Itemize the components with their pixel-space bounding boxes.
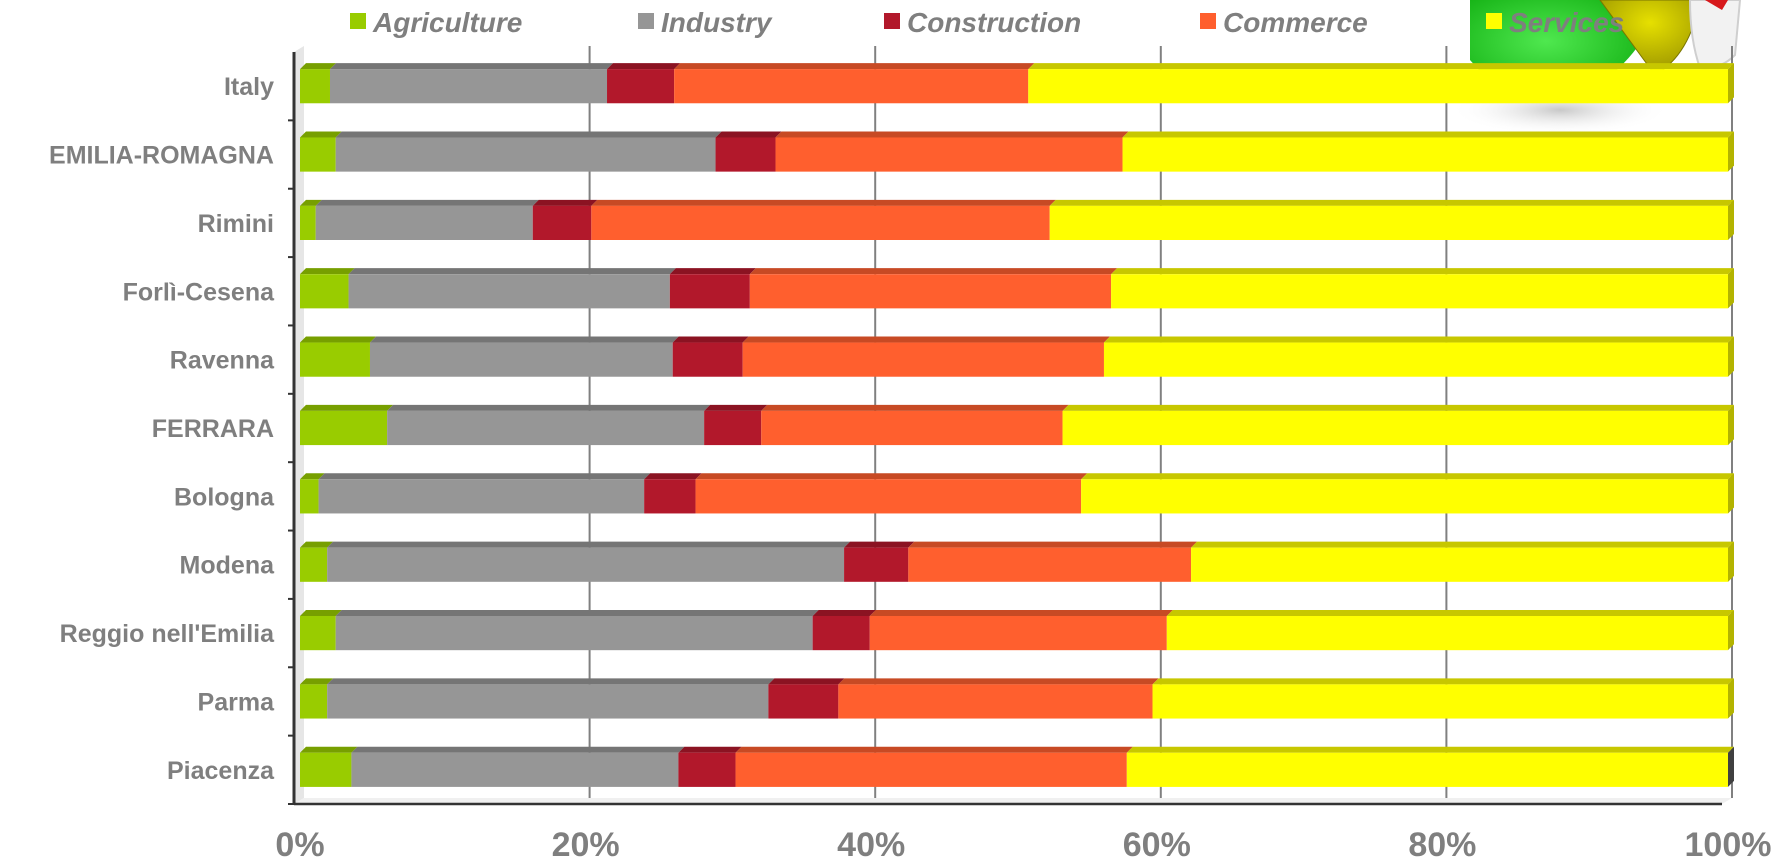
legend-swatch-agriculture — [350, 13, 366, 29]
bar-segment-services-2 — [1166, 610, 1734, 651]
bar-segment-commerce-7 — [749, 268, 1118, 309]
bar-segment-agriculture-0 — [300, 746, 358, 787]
bar-segment-construction-0 — [678, 746, 742, 787]
bar-segment-services-7 — [1111, 268, 1734, 309]
bar-segment-services-0 — [1126, 746, 1734, 787]
bar-segment-agriculture-5 — [300, 404, 394, 446]
bar-segment-construction-10 — [607, 63, 681, 104]
bar-segment-industry-4 — [318, 473, 651, 514]
bar-segment-commerce-6 — [742, 336, 1110, 377]
bar-segment-services-6 — [1103, 336, 1734, 377]
bar-segment-agriculture-8 — [300, 199, 322, 240]
bar-segment-services-9 — [1122, 131, 1734, 172]
bar-segment-services-3 — [1191, 541, 1734, 582]
x-tick-label: 40% — [837, 826, 905, 864]
bar-segment-services-4 — [1081, 473, 1734, 514]
bar-segment-agriculture-4 — [300, 473, 325, 514]
bar-segment-commerce-4 — [695, 473, 1088, 514]
bar-segment-agriculture-7 — [300, 268, 355, 309]
bar-segment-construction-2 — [812, 610, 876, 651]
bar-segment-agriculture-3 — [300, 541, 334, 582]
bar-segment-commerce-8 — [591, 199, 1056, 240]
y-category-label: Ravenna — [170, 347, 275, 375]
x-tick-label: 0% — [275, 826, 324, 864]
x-tick-label: 100% — [1685, 826, 1772, 864]
y-category-label: Forlì-Cesena — [123, 278, 276, 306]
bar-segment-services-8 — [1049, 199, 1734, 240]
y-category-label: FERRARA — [152, 415, 274, 443]
bar-segment-construction-6 — [672, 336, 749, 377]
bar-segment-industry-1 — [327, 678, 775, 719]
y-category-label: Parma — [198, 688, 276, 716]
bar-segment-construction-1 — [768, 678, 845, 719]
y-category-label: Bologna — [174, 483, 275, 511]
bar-segment-services-5 — [1062, 404, 1734, 446]
bar-segment-industry-6 — [369, 336, 679, 377]
y-category-label: Reggio nell'Emilia — [60, 620, 275, 648]
bar-segment-construction-7 — [669, 268, 756, 309]
plot-area: 0% 20% 40% 60% 80% 100% Piacenza Parma Reggio ne… — [49, 46, 1771, 864]
legend-label-services: Services — [1509, 7, 1624, 38]
bar-segment-industry-10 — [329, 63, 614, 104]
y-category-label: Rimini — [198, 210, 274, 238]
bar-segment-services-10 — [1028, 63, 1734, 104]
bar-segment-commerce-0 — [735, 746, 1133, 787]
bar-segment-agriculture-6 — [300, 336, 376, 377]
bar-segment-agriculture-10 — [300, 63, 336, 104]
legend: Agriculture Industry Construction Commerce S… — [350, 7, 1624, 38]
bar-segment-services-1 — [1152, 678, 1734, 719]
bar-segment-construction-9 — [715, 131, 782, 172]
bar-segment-industry-9 — [335, 131, 722, 172]
x-tick-label: 20% — [552, 826, 620, 864]
bar-segment-agriculture-2 — [300, 610, 342, 651]
y-category-label: EMILIA-ROMAGNA — [49, 142, 274, 170]
bar-segment-commerce-1 — [838, 678, 1159, 719]
bar-segment-construction-5 — [704, 404, 768, 446]
bar-segment-agriculture-1 — [300, 678, 334, 719]
bar-segment-commerce-3 — [908, 541, 1198, 582]
x-tick-label: 80% — [1408, 826, 1476, 864]
y-category-label: Modena — [180, 552, 276, 580]
bar-segment-commerce-2 — [869, 610, 1173, 651]
bar-segment-construction-8 — [532, 199, 598, 240]
legend-label-commerce: Commerce — [1223, 7, 1368, 38]
bar-segment-industry-0 — [351, 746, 685, 787]
bar-segment-construction-4 — [644, 473, 702, 514]
bar-segment-industry-5 — [387, 404, 711, 446]
bar-segment-agriculture-9 — [300, 131, 342, 172]
bar-segment-industry-2 — [335, 610, 819, 651]
legend-label-industry: Industry — [661, 7, 773, 38]
y-category-label: Italy — [224, 73, 274, 101]
bar-segment-industry-7 — [348, 268, 676, 309]
legend-swatch-industry — [638, 13, 654, 29]
legend-label-agriculture: Agriculture — [372, 7, 522, 38]
legend-swatch-commerce — [1200, 13, 1216, 29]
x-tick-label: 60% — [1123, 826, 1191, 864]
legend-label-construction: Construction — [907, 7, 1081, 38]
bar-segment-industry-3 — [327, 541, 851, 582]
bar-segment-industry-8 — [315, 199, 539, 240]
bar-segment-commerce-9 — [775, 131, 1129, 172]
bar-segment-commerce-5 — [761, 404, 1069, 446]
legend-swatch-construction — [884, 13, 900, 29]
bar-segment-construction-3 — [844, 541, 915, 582]
bar-segment-commerce-10 — [674, 63, 1035, 104]
y-category-label: Piacenza — [167, 757, 275, 785]
floor — [294, 798, 1732, 804]
legend-swatch-services — [1486, 13, 1502, 29]
